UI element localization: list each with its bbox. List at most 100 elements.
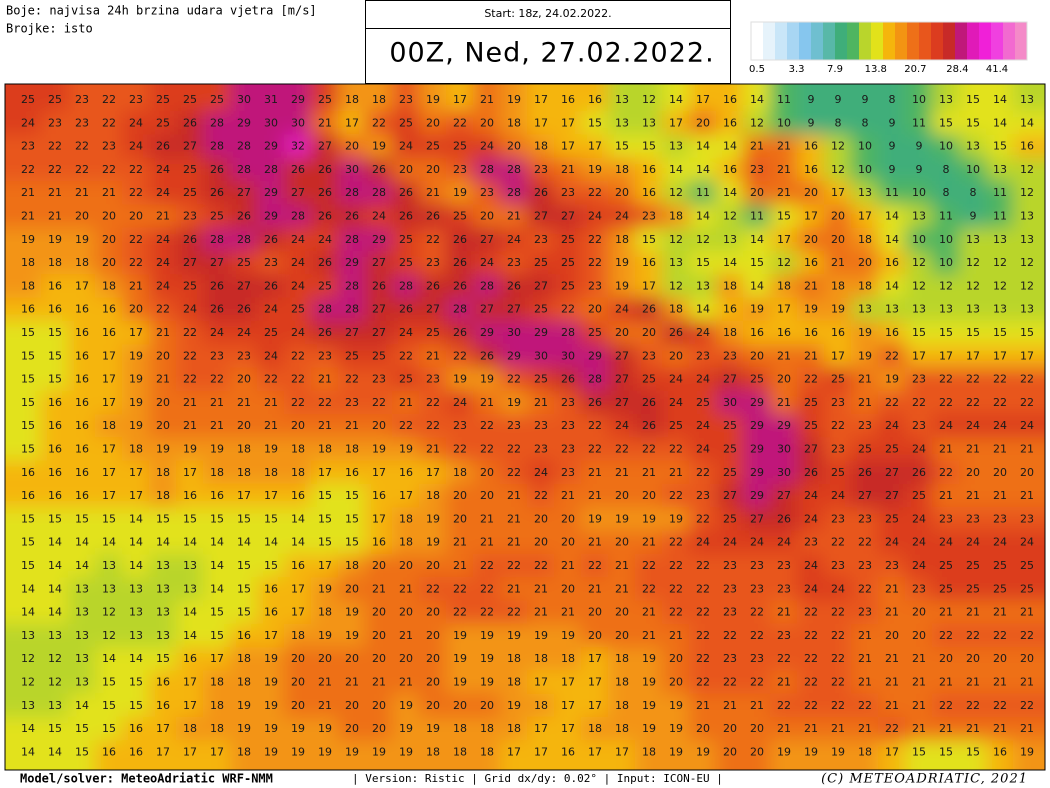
grid-value: 16 — [804, 163, 818, 176]
field-cell — [473, 157, 501, 183]
field-cell — [68, 600, 96, 625]
field-cell — [1013, 250, 1045, 276]
grid-value: 28 — [210, 233, 224, 246]
field-cell — [365, 553, 393, 579]
field-cell — [311, 437, 339, 462]
colorbar-tick-label: 41.4 — [986, 64, 1008, 75]
grid-value: 12 — [642, 93, 656, 106]
field-cell — [392, 297, 420, 322]
grid-value: 14 — [210, 559, 224, 572]
grid-value: 12 — [48, 652, 62, 665]
field-cell — [392, 227, 420, 252]
grid-value: 30 — [777, 466, 791, 479]
field-cell — [662, 716, 690, 742]
field-cell — [554, 577, 582, 602]
field-cell — [851, 227, 879, 252]
grid-value: 31 — [264, 93, 278, 106]
field-cell — [959, 600, 987, 625]
field-cell — [689, 344, 717, 369]
colorbar-tick-label: 13.8 — [865, 64, 887, 75]
field-cell — [500, 437, 528, 462]
grid-value: 24 — [750, 536, 764, 549]
field-cell — [527, 390, 555, 416]
grid-value: 28 — [372, 186, 386, 199]
grid-value: 22 — [642, 559, 656, 572]
field-cell — [149, 600, 177, 625]
grid-value: 17 — [345, 116, 359, 129]
grid-value: 18 — [237, 466, 251, 479]
field-cell — [878, 460, 906, 485]
grid-value: 21 — [966, 606, 980, 619]
field-cell — [1013, 577, 1045, 602]
grid-value: 20 — [291, 699, 305, 712]
grid-value: 12 — [1020, 279, 1034, 292]
field-cell — [149, 460, 177, 485]
field-cell — [905, 134, 933, 159]
grid-value: 17 — [831, 186, 845, 199]
field-cell — [500, 693, 528, 718]
field-cell — [176, 693, 204, 718]
field-cell — [635, 483, 663, 509]
grid-value: 15 — [912, 326, 926, 339]
grid-value: 10 — [912, 186, 926, 199]
field-cell — [662, 274, 690, 299]
grid-value: 14 — [1020, 116, 1034, 129]
field-cell — [392, 437, 420, 462]
grid-value: 25 — [939, 582, 953, 595]
field-cell — [689, 670, 717, 695]
field-cell — [1013, 204, 1045, 229]
grid-value: 19 — [156, 443, 170, 456]
field-cell — [959, 344, 987, 369]
grid-value: 21 — [156, 373, 170, 386]
grid-value: 24 — [480, 140, 494, 153]
grid-value: 22 — [588, 233, 602, 246]
field-cell — [311, 670, 339, 695]
field-cell — [311, 483, 339, 509]
grid-value: 22 — [1020, 373, 1034, 386]
grid-value: 19 — [129, 419, 143, 432]
field-cell — [419, 507, 447, 532]
field-cell — [338, 111, 366, 136]
field-cell — [203, 414, 231, 439]
grid-value: 23 — [966, 512, 980, 525]
field-cell — [959, 530, 987, 555]
grid-value: 26 — [669, 326, 683, 339]
grid-value: 21 — [858, 373, 872, 386]
grid-value: 12 — [669, 233, 683, 246]
field-cell — [257, 577, 285, 602]
field-cell — [932, 274, 960, 299]
field-cell — [986, 134, 1014, 159]
field-cell — [689, 204, 717, 229]
grid-value: 13 — [75, 676, 89, 689]
grid-value: 18 — [480, 722, 494, 735]
field-cell — [608, 507, 636, 532]
grid-value: 12 — [912, 256, 926, 269]
field-cell — [527, 437, 555, 462]
field-cell — [581, 320, 609, 346]
grid-value: 27 — [183, 140, 197, 153]
grid-value: 11 — [993, 186, 1007, 199]
grid-value: 23 — [426, 373, 440, 386]
field-cell — [716, 716, 744, 742]
field-cell — [311, 647, 339, 672]
field-cell — [527, 157, 555, 183]
field-cell — [743, 157, 771, 183]
grid-value: 19 — [372, 443, 386, 456]
grid-value: 14 — [75, 559, 89, 572]
field-cell — [770, 297, 798, 322]
field-cell — [527, 414, 555, 439]
grid-value: 21 — [345, 676, 359, 689]
grid-value: 15 — [102, 676, 116, 689]
grid-value: 14 — [885, 279, 899, 292]
grid-value: 29 — [588, 349, 602, 362]
grid-value: 16 — [75, 349, 89, 362]
grid-value: 25 — [453, 210, 467, 223]
grid-value: 18 — [237, 652, 251, 665]
field-cell — [554, 134, 582, 159]
field-cell — [1013, 297, 1045, 322]
field-cell — [68, 111, 96, 136]
field-cell — [581, 483, 609, 509]
field-cell — [581, 577, 609, 602]
field-cell — [797, 344, 825, 369]
grid-value: 25 — [210, 93, 224, 106]
